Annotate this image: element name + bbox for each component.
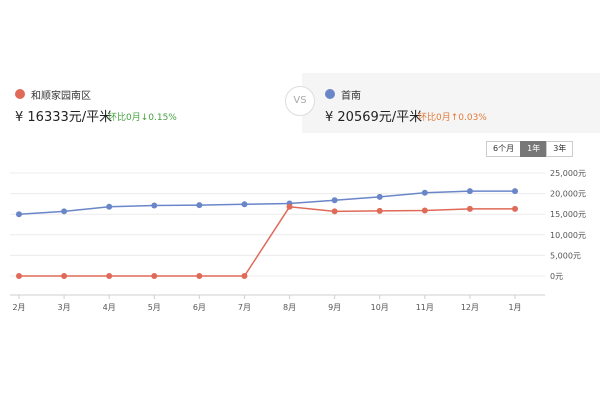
series-1-point xyxy=(196,273,203,279)
vs-badge: VS xyxy=(285,86,315,116)
series-1-point xyxy=(421,207,428,214)
y-tick-label: 0元 xyxy=(550,272,563,281)
x-tick-label: 6月 xyxy=(193,303,206,312)
range-tabs: 6个月 1年 3年 xyxy=(486,141,574,157)
x-tick-label: 10月 xyxy=(371,303,389,312)
right-community-price: ¥ 20569元/平米 xyxy=(325,110,423,125)
series-0-point xyxy=(106,203,113,210)
series-0-point xyxy=(241,201,248,208)
series-0-point xyxy=(151,202,158,209)
y-tick-label: 10,000元 xyxy=(550,231,586,240)
series-1-point xyxy=(151,273,158,279)
x-tick-label: 12月 xyxy=(461,303,479,312)
series-0-point xyxy=(331,197,338,204)
right-community-panel: 首南 ¥ 20569元/平米 环比0月↑0.03% xyxy=(302,73,600,133)
series-0-point xyxy=(16,211,22,218)
series-line-0 xyxy=(18,190,515,215)
right-community-name: 首南 xyxy=(341,91,361,102)
series-1-point xyxy=(512,205,518,212)
right-community-change: 环比0月↑0.03% xyxy=(418,113,487,123)
series-0-point xyxy=(196,202,203,209)
series-0-point xyxy=(466,188,473,195)
x-tick-label: 9月 xyxy=(328,303,341,312)
series-1-point xyxy=(241,273,248,279)
x-tick-label: 7月 xyxy=(238,303,251,312)
series-1-point xyxy=(106,273,113,279)
left-community-panel: 和顺家园南区 ¥ 16333元/平米 环比0月↓0.15% xyxy=(0,73,302,133)
series-1-point xyxy=(466,205,473,212)
x-tick-label: 3月 xyxy=(58,303,71,312)
left-community-price: ¥ 16333元/平米 xyxy=(15,110,113,125)
comparison-header: 和顺家园南区 ¥ 16333元/平米 环比0月↓0.15% 首南 ¥ 20569… xyxy=(0,73,600,133)
series-line-1 xyxy=(19,205,515,277)
x-tick-label: 5月 xyxy=(148,303,161,312)
x-tick-label: 11月 xyxy=(416,303,434,312)
series-1-point xyxy=(61,273,68,279)
x-tick-label: 8月 xyxy=(283,303,296,312)
x-tick-label: 4月 xyxy=(103,303,116,312)
x-tick-label: 2月 xyxy=(12,303,25,312)
series-1-point xyxy=(331,208,338,215)
left-series-dot-icon xyxy=(15,89,25,99)
series-1-point xyxy=(286,203,293,210)
y-tick-label: 20,000元 xyxy=(550,190,586,199)
series-0-point xyxy=(61,208,68,215)
series-1-point xyxy=(16,273,22,279)
y-tick-label: 25,000元 xyxy=(550,169,586,178)
left-community-name: 和顺家园南区 xyxy=(31,91,91,102)
y-tick-label: 5,000元 xyxy=(550,251,581,260)
right-series-dot-icon xyxy=(325,89,335,99)
series-0-point xyxy=(421,189,428,196)
series-1-point xyxy=(376,207,383,214)
series-0-point xyxy=(376,193,383,200)
x-tick-label: 1月 xyxy=(508,303,521,312)
left-community-change: 环比0月↓0.15% xyxy=(108,113,177,123)
tab-3-years[interactable]: 3年 xyxy=(546,141,574,157)
y-tick-label: 15,000元 xyxy=(550,210,586,219)
series-0-point xyxy=(512,188,518,195)
